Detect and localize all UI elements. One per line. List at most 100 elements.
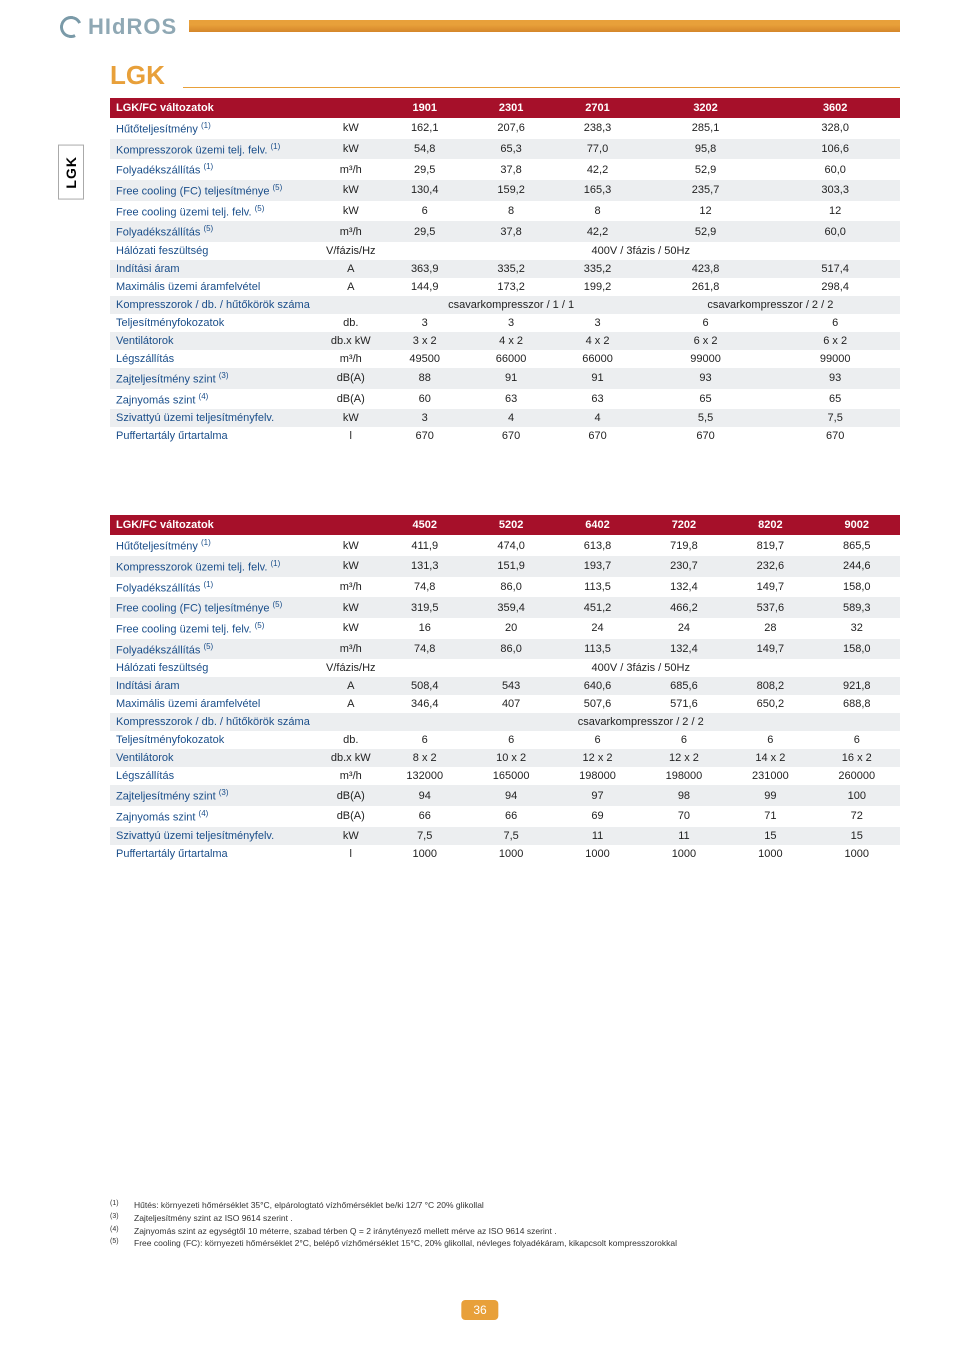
row-value: 921,8 (814, 677, 900, 695)
row-unit: kW (320, 409, 382, 427)
row-value: 8 x 2 (382, 749, 468, 767)
row-unit: m³/h (320, 350, 382, 368)
row-unit: kW (320, 139, 382, 160)
section-title-row: LGK (110, 56, 900, 88)
row-value: 71 (727, 806, 813, 827)
row-value: 4 (554, 409, 640, 427)
row-value: 6 (641, 314, 771, 332)
row-value: 1000 (727, 845, 813, 863)
row-value: 42,2 (554, 221, 640, 242)
row-label: Hálózati feszültség (110, 659, 320, 677)
row-value: 198000 (554, 767, 640, 785)
spec-table-2: LGK/FC változatok45025202640272028202900… (110, 515, 900, 862)
row-value: 65 (770, 389, 900, 410)
table-header-cell: 9002 (814, 515, 900, 535)
row-value: 91 (554, 368, 640, 389)
row-value: 244,6 (814, 556, 900, 577)
footnote-text: Zajnyomás szint az egységtől 10 méterre,… (134, 1225, 557, 1238)
row-value: 6 (382, 731, 468, 749)
table-header-cell: 7202 (641, 515, 727, 535)
row-label: Kompresszorok üzemi telj. felv. (1) (110, 556, 320, 577)
row-value: 113,5 (554, 639, 640, 660)
table-row: Folyadékszállítás (1)m³/h29,537,842,252,… (110, 159, 900, 180)
row-value: 69 (554, 806, 640, 827)
row-value: 165000 (468, 767, 554, 785)
row-unit: A (320, 260, 382, 278)
table-row: Ventilátorokdb.x kW3 x 24 x 24 x 26 x 26… (110, 332, 900, 350)
row-value: 589,3 (814, 597, 900, 618)
row-unit: m³/h (320, 159, 382, 180)
row-value: 670 (554, 427, 640, 445)
table-row: Légszállításm³/h132000165000198000198000… (110, 767, 900, 785)
row-value: 10 x 2 (468, 749, 554, 767)
table-row: Folyadékszállítás (5)m³/h74,886,0113,513… (110, 639, 900, 660)
row-value: 93 (770, 368, 900, 389)
row-value: 77,0 (554, 139, 640, 160)
row-value: 70 (641, 806, 727, 827)
footnote-text: Hűtés: környezeti hőmérséklet 35°C, elpá… (134, 1199, 484, 1212)
table-row: Maximális üzemi áramfelvételA346,4407507… (110, 695, 900, 713)
row-label: Teljesítményfokozatok (110, 731, 320, 749)
row-value: 238,3 (554, 118, 640, 139)
row-value: 113,5 (554, 577, 640, 598)
row-value: 670 (382, 427, 468, 445)
row-value: 15 (727, 827, 813, 845)
row-value: 517,4 (770, 260, 900, 278)
row-label: Légszállítás (110, 767, 320, 785)
row-unit: m³/h (320, 221, 382, 242)
table-header-cell: 1901 (382, 98, 468, 118)
table-row: Puffertartály űrtartalmal670670670670670 (110, 427, 900, 445)
row-value: 7,5 (382, 827, 468, 845)
row-value: 346,4 (382, 695, 468, 713)
row-value: 613,8 (554, 535, 640, 556)
row-value: 98 (641, 785, 727, 806)
row-value: 32 (814, 618, 900, 639)
row-value: 72 (814, 806, 900, 827)
table-row: Maximális üzemi áramfelvételA144,9173,21… (110, 278, 900, 296)
row-value: 149,7 (727, 577, 813, 598)
table-row: Szivattyú üzemi teljesítményfelv.kW7,57,… (110, 827, 900, 845)
row-value: 3 (382, 314, 468, 332)
table-header-cell: LGK/FC változatok (110, 98, 382, 118)
table-row: Ventilátorokdb.x kW8 x 210 x 212 x 212 x… (110, 749, 900, 767)
table-row: Zajnyomás szint (4)dB(A)6063636565 (110, 389, 900, 410)
row-value: 6 (554, 731, 640, 749)
row-value: 99000 (770, 350, 900, 368)
row-value: 97 (554, 785, 640, 806)
table-row: Zajteljesítmény szint (3)dB(A)8891919393 (110, 368, 900, 389)
page-number-badge: 36 (461, 1300, 498, 1320)
row-value: 1000 (468, 845, 554, 863)
row-value: 12 (641, 201, 771, 222)
row-value: 231000 (727, 767, 813, 785)
row-value: 65,3 (468, 139, 554, 160)
row-value: 6 x 2 (770, 332, 900, 350)
row-unit: kW (320, 118, 382, 139)
row-unit: dB(A) (320, 389, 382, 410)
row-value: 66000 (468, 350, 554, 368)
row-value: 6 (770, 314, 900, 332)
row-value: 151,9 (468, 556, 554, 577)
row-value: 411,9 (382, 535, 468, 556)
row-unit: kW (320, 535, 382, 556)
row-merged-value: csavarkompresszor / 2 / 2 (382, 713, 900, 731)
row-value: 193,7 (554, 556, 640, 577)
row-label: Hűtőteljesítmény (1) (110, 118, 320, 139)
row-value: 86,0 (468, 639, 554, 660)
row-unit: dB(A) (320, 785, 382, 806)
row-value: 24 (641, 618, 727, 639)
row-label: Szivattyú üzemi teljesítményfelv. (110, 827, 320, 845)
row-label: Hálózati feszültség (110, 242, 320, 260)
table-header-cell: LGK/FC változatok (110, 515, 382, 535)
row-unit: dB(A) (320, 368, 382, 389)
row-label: Indítási áram (110, 260, 320, 278)
row-value: 235,7 (641, 180, 771, 201)
row-value: 74,8 (382, 577, 468, 598)
row-value: 543 (468, 677, 554, 695)
row-label: Folyadékszállítás (1) (110, 577, 320, 598)
row-value: 670 (468, 427, 554, 445)
row-value: 207,6 (468, 118, 554, 139)
row-value: 1000 (382, 845, 468, 863)
row-value: 819,7 (727, 535, 813, 556)
row-value: 198000 (641, 767, 727, 785)
row-value: 3 (468, 314, 554, 332)
